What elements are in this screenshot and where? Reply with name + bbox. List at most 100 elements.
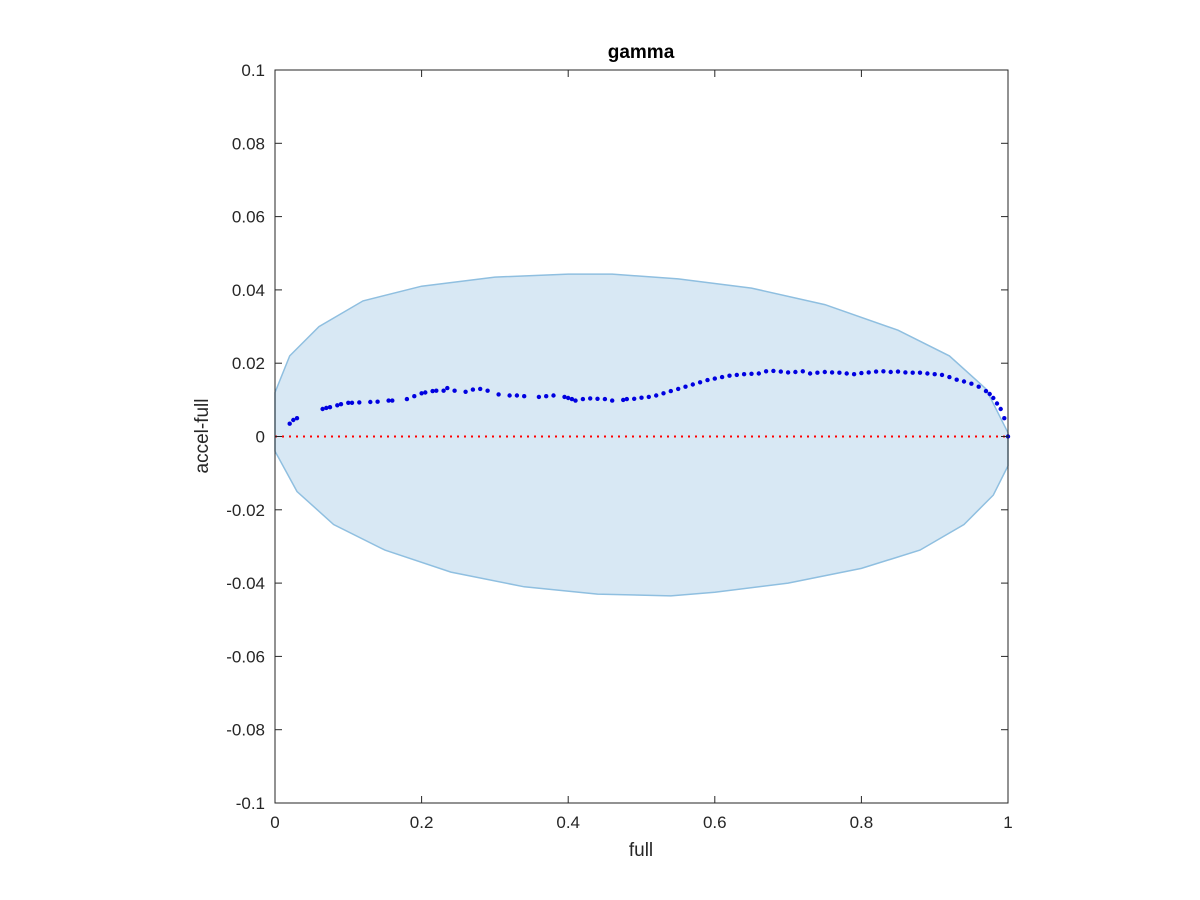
data-point [419,391,424,396]
data-point [881,369,886,374]
data-point [793,369,798,375]
scatter-points [287,368,1011,439]
data-point [844,371,849,376]
y-tick-label: 0.06 [232,208,265,227]
data-point [639,395,644,400]
data-point [756,371,761,376]
data-point [624,396,629,402]
data-point [961,379,967,384]
data-point [496,392,501,397]
y-tick-label: 0.1 [241,61,265,80]
data-point [544,394,549,399]
data-point [294,416,300,421]
x-tick-label: 1 [1003,813,1012,832]
y-axis-ticks: -0.1 -0.08 -0.06 -0.04 -0.02 0 0.02 0.04 0.06 0.0… [226,61,1008,813]
data-point [800,369,805,374]
data-point [983,388,989,394]
data-point [859,370,864,376]
data-point [987,391,992,397]
data-point [903,370,908,375]
x-tick-label: 0.8 [850,813,874,832]
data-point [727,373,732,378]
data-point [771,368,776,374]
data-point [705,377,710,383]
data-point [566,395,571,401]
data-point [470,387,476,392]
data-point [324,405,329,411]
x-tick-label: 0.6 [703,813,727,832]
data-point [829,370,835,375]
data-point [815,370,820,375]
data-point [349,400,355,405]
data-point [954,377,959,382]
data-point [595,396,600,401]
chart-title: gamma [608,42,675,63]
data-point [404,396,410,402]
data-point [478,386,483,392]
x-axis-label: full [629,840,653,861]
data-point [507,393,512,398]
data-point [346,400,351,405]
data-point [807,371,813,376]
data-point [441,388,446,393]
data-point [917,370,923,375]
data-point [932,372,937,377]
data-point [741,372,747,377]
data-point [434,388,439,393]
data-point [697,380,703,385]
data-point [991,395,996,401]
data-point [335,403,340,408]
data-point [632,396,637,401]
y-tick-label: -0.1 [236,794,265,813]
data-point [690,382,695,387]
data-point [888,369,893,375]
data-point [676,386,681,392]
data-point [291,417,296,423]
data-point [320,406,325,412]
data-point [610,398,615,403]
data-point [368,399,373,405]
data-point [423,390,428,395]
data-point [621,397,626,403]
data-point [357,400,362,405]
data-point [536,394,542,400]
data-point [287,421,292,426]
data-point [580,396,586,402]
data-point [994,401,1000,406]
data-point [837,370,842,375]
y-tick-label: -0.02 [226,501,265,520]
data-point [1002,416,1007,421]
data-point [562,394,567,400]
data-point [734,372,739,378]
x-tick-label: 0 [270,813,279,832]
data-point [969,381,974,386]
data-point [485,388,490,393]
data-point [551,393,556,398]
y-tick-label: 0.02 [232,354,265,373]
data-point [873,369,879,374]
y-tick-label: -0.08 [226,721,265,740]
data-point [866,370,871,375]
data-point [976,384,981,389]
data-point [463,389,468,394]
data-point [445,385,450,391]
data-point [851,372,857,377]
data-point [327,405,333,410]
data-point [822,369,827,375]
data-point [778,369,783,374]
data-point [386,398,391,403]
data-point [569,396,575,402]
data-point [939,372,945,378]
y-axis-label: accel-full [192,399,213,474]
data-point [947,374,952,380]
data-point [998,406,1003,412]
x-tick-label: 0.2 [410,813,434,832]
data-point [683,384,688,389]
data-point [668,388,673,394]
y-tick-label: -0.04 [226,574,265,593]
data-point [588,396,593,401]
data-point [573,398,578,403]
data-point [602,396,608,402]
data-point [785,370,791,375]
